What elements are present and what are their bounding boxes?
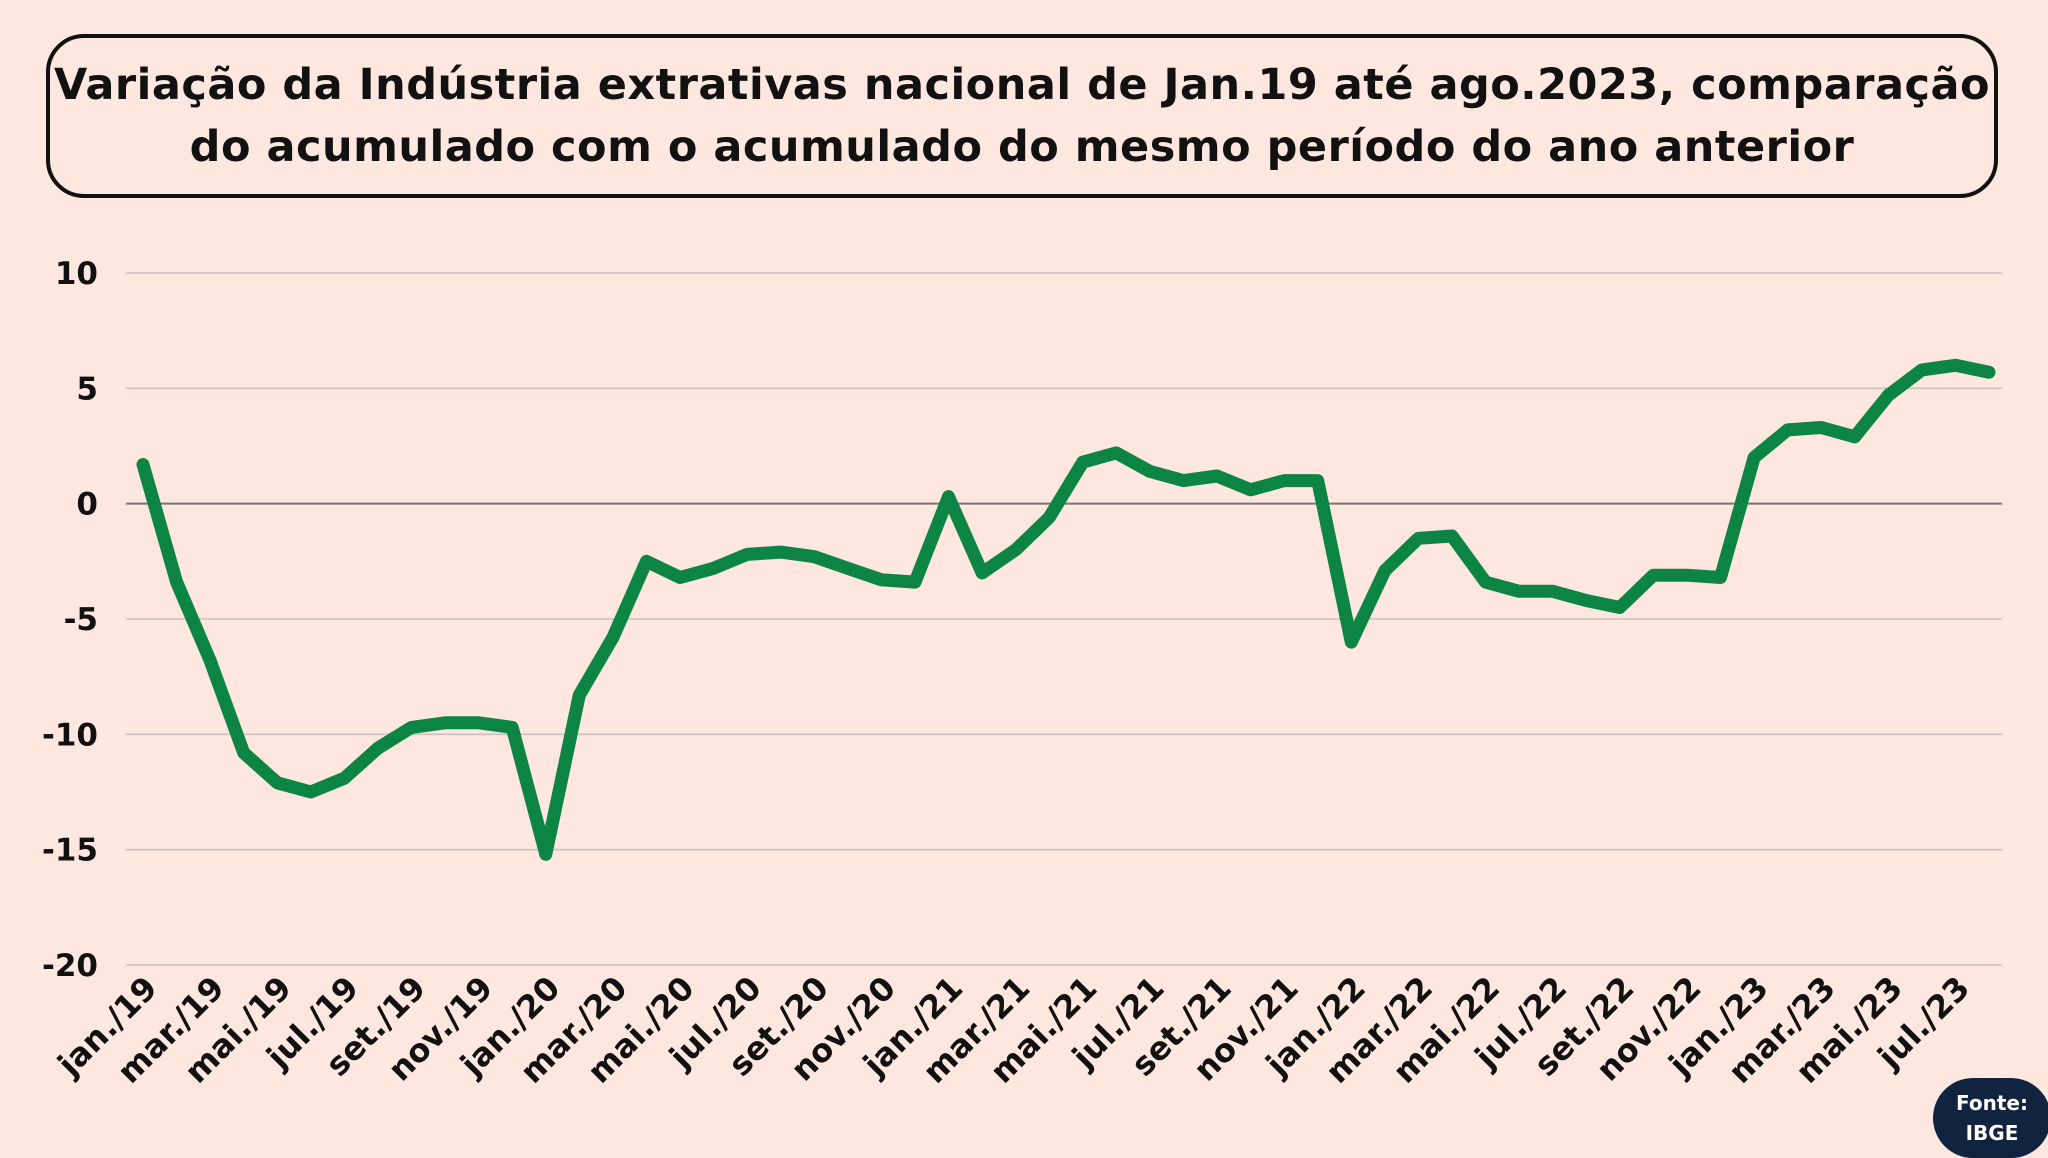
y-tick-label: -20 [42, 948, 98, 984]
y-axis-tick-labels: 10 5 0 -5 -10 -15 -20 [42, 256, 98, 984]
series-line [136, 358, 1996, 861]
y-tick-label: 10 [55, 256, 98, 292]
x-axis-tick-labels: jan./19mar./19mai./19jul./19set./19nov./… [49, 969, 1977, 1091]
y-tick-label: -10 [42, 717, 98, 753]
series-layer [136, 358, 1996, 861]
y-tick-label: 0 [76, 487, 98, 523]
y-tick-label: -15 [42, 833, 98, 869]
chart-title-line-1: Variação da Indústria extrativas naciona… [53, 60, 1991, 110]
chart-title-line-2: do acumulado com o acumulado do mesmo pe… [189, 122, 1855, 172]
y-tick-label: -5 [64, 602, 98, 638]
chart-title-box: Variação da Indústria extrativas naciona… [46, 34, 1998, 198]
y-tick-label: 5 [76, 371, 98, 407]
source-label: Fonte: [1956, 1091, 2028, 1115]
source-badge: Fonte: IBGE [1933, 1078, 2048, 1158]
grid-lines [126, 272, 2002, 966]
source-name: IBGE [1965, 1121, 2019, 1145]
